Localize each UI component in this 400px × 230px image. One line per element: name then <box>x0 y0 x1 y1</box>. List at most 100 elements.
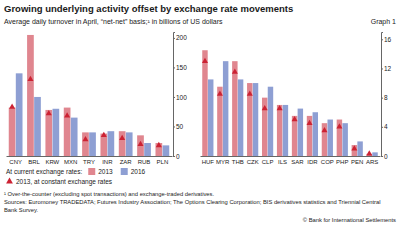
tick: ILS <box>278 156 287 165</box>
x-axis: HUFMYRTHBCZKCLP ILS SARIDRCOPPHPPENARS <box>201 156 381 165</box>
marker <box>27 76 33 81</box>
tick-label: 8 <box>384 94 388 101</box>
marker <box>366 150 372 155</box>
axis-line <box>7 156 173 157</box>
tick-mark <box>381 98 383 99</box>
legend-label: 2013 <box>98 168 113 175</box>
tick: 8 <box>381 94 388 101</box>
tick: 4 <box>381 123 388 130</box>
subtitle: Average daily turnover in April, “net-ne… <box>4 18 223 26</box>
bar <box>119 131 126 156</box>
tick-label: PEN <box>351 159 363 165</box>
tick-label: SAR <box>291 159 304 165</box>
tick: PHP <box>336 156 348 165</box>
tick: CNY <box>9 156 22 165</box>
tick-label: MYR <box>216 159 230 165</box>
tick-mark <box>381 127 383 128</box>
tick: RUB <box>138 156 151 165</box>
marker <box>119 135 125 140</box>
tick-label: 200 <box>176 34 187 41</box>
legend-label: 2016 <box>131 168 146 175</box>
bar <box>307 116 312 156</box>
marker <box>156 142 162 147</box>
tick: TRY <box>83 156 95 165</box>
bar <box>352 145 357 156</box>
bar <box>232 61 237 156</box>
tick: 0 <box>173 153 180 160</box>
tick-mark <box>173 126 175 127</box>
tick-label: PHP <box>336 159 348 165</box>
tick: CLP <box>262 156 274 165</box>
bar <box>82 132 89 156</box>
bar <box>262 98 267 156</box>
tick-label: CLP <box>262 159 274 165</box>
tick-label: 4 <box>384 123 388 130</box>
marker <box>321 127 327 132</box>
tick-label: ILS <box>278 159 287 165</box>
bar <box>64 108 71 156</box>
tick-label: TRY <box>83 159 95 165</box>
tick-label: THB <box>232 159 244 165</box>
tick: MXN <box>64 156 77 165</box>
axis-line <box>174 33 176 157</box>
tick-mark <box>381 156 383 157</box>
bar <box>253 83 258 156</box>
bar <box>337 120 342 156</box>
tick: BRL <box>28 156 40 165</box>
tick-label: HUF <box>202 159 215 165</box>
legend-swatch <box>6 178 13 184</box>
marker <box>82 136 88 141</box>
tick: THB <box>232 156 244 165</box>
bar <box>322 123 327 156</box>
legend-swatch <box>121 168 128 175</box>
marker <box>232 69 238 74</box>
bar <box>238 79 243 156</box>
tick-label: 0 <box>176 153 180 160</box>
bar <box>298 109 303 156</box>
bar <box>163 145 170 156</box>
graph-label: Graph 1 <box>371 18 396 26</box>
tick: 50 <box>173 123 184 130</box>
tick: COP <box>321 156 334 165</box>
legend: At current exchange rates:201320162013, … <box>6 168 146 186</box>
bar <box>223 61 228 156</box>
bar <box>89 132 96 156</box>
bar <box>202 50 207 156</box>
bar <box>144 143 151 156</box>
tick-mark <box>173 156 175 157</box>
y-axis: 050100150200 <box>173 33 187 160</box>
bar <box>277 105 282 156</box>
tick: IDR <box>307 156 318 165</box>
tick: CZK <box>247 156 259 165</box>
tick: PLN <box>157 156 169 165</box>
tick: 12 <box>381 65 392 72</box>
bar <box>342 123 347 156</box>
bar <box>71 118 78 156</box>
tick: 150 <box>173 64 187 71</box>
copyright: © Bank for International Settlements <box>303 217 396 223</box>
marker <box>46 110 52 115</box>
tick-label: CZK <box>247 159 259 165</box>
legend-title: At current exchange rates: <box>6 168 82 176</box>
bar <box>292 116 297 156</box>
tick: ZAR <box>120 156 133 165</box>
bar <box>268 87 273 156</box>
bar <box>126 132 133 156</box>
bar <box>45 110 52 156</box>
tick-label: KRW <box>45 159 59 165</box>
bar <box>247 83 252 156</box>
legend-swatch <box>88 168 95 175</box>
tick-label: 16 <box>384 36 392 43</box>
bar <box>9 108 16 156</box>
marker <box>202 58 208 63</box>
marker <box>137 141 143 146</box>
marker <box>64 112 70 117</box>
tick: ARS <box>366 156 378 165</box>
tick: PEN <box>351 156 363 165</box>
marker <box>262 105 268 110</box>
axis-line <box>382 33 384 157</box>
tick-label: 150 <box>176 64 187 71</box>
tick-mark <box>381 39 383 40</box>
tick: 200 <box>173 34 187 41</box>
tick-mark <box>173 38 175 39</box>
